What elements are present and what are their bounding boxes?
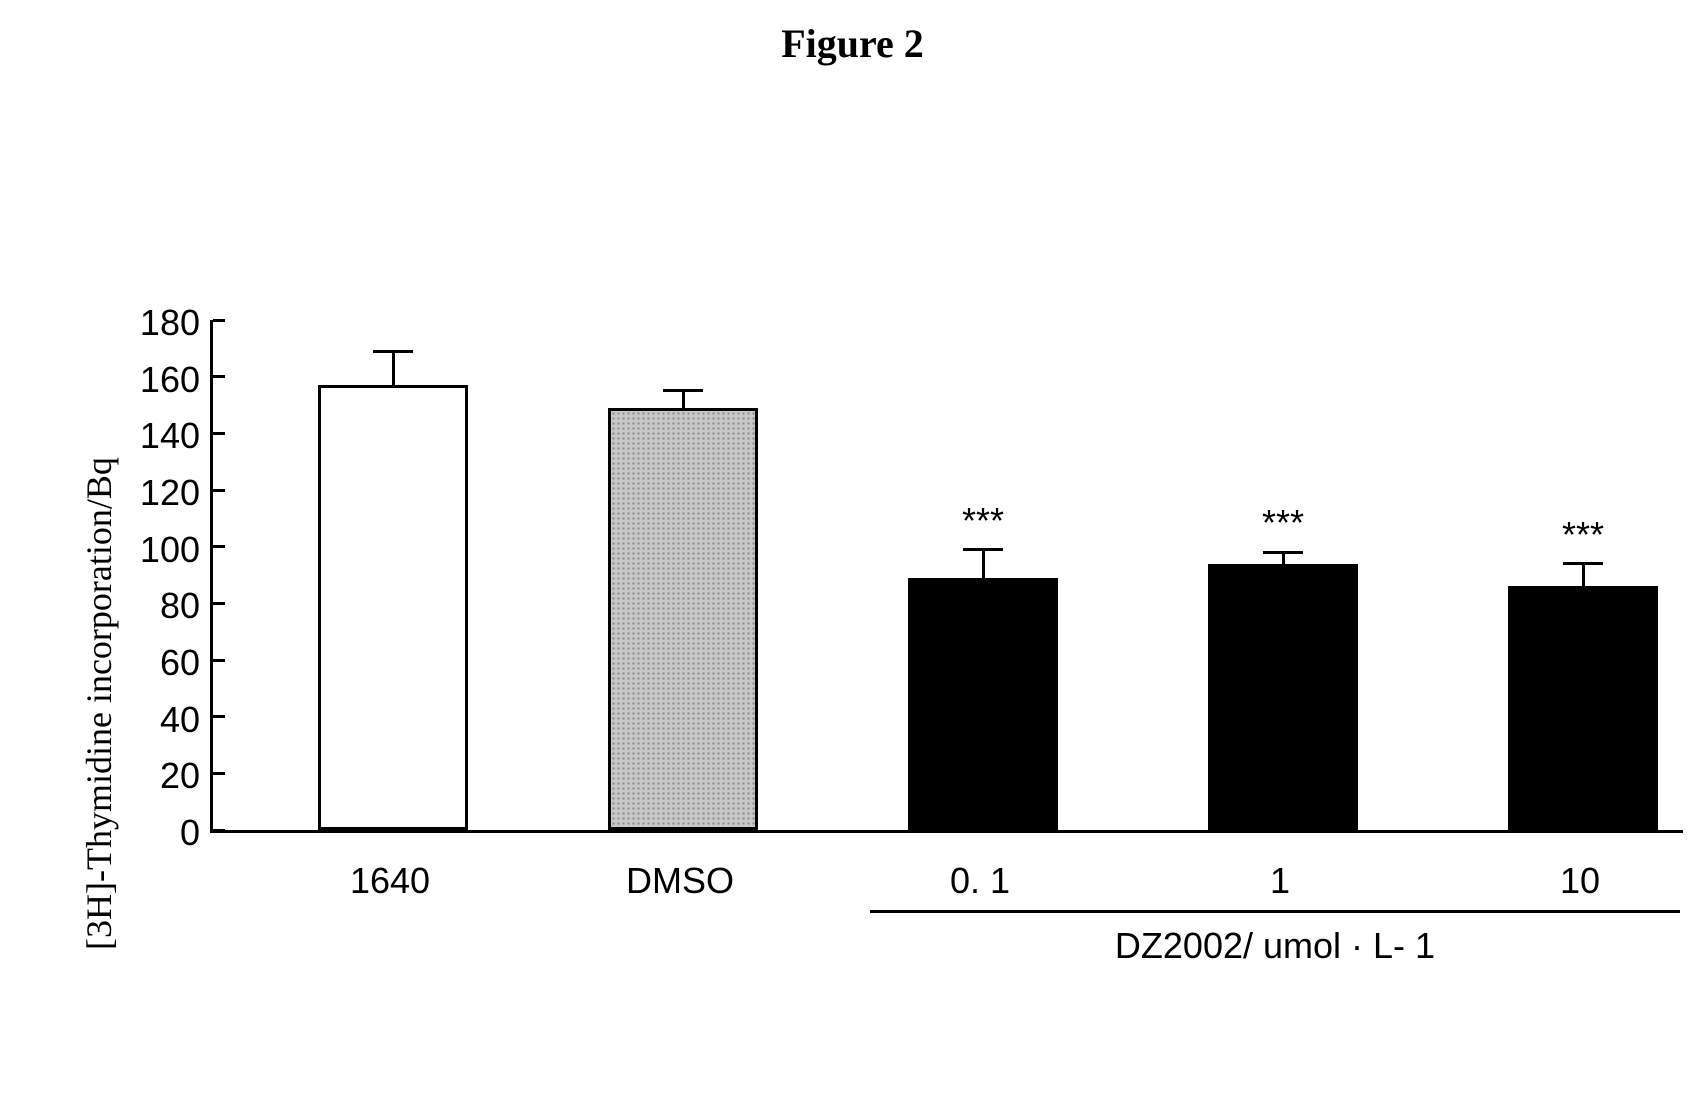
- significance-marker: ***: [1523, 514, 1643, 556]
- y-tick-mark: [213, 602, 225, 605]
- y-tick-label: 160: [80, 359, 200, 401]
- x-tick-label: 0. 1: [880, 860, 1080, 902]
- y-tick-mark: [213, 489, 225, 492]
- significance-marker: ***: [1223, 502, 1343, 544]
- y-tick-label: 20: [80, 755, 200, 797]
- error-bar-stem: [982, 550, 985, 578]
- y-tick-mark: [213, 715, 225, 718]
- y-tick-label: 100: [80, 529, 200, 571]
- x-tick-label: DMSO: [580, 860, 780, 902]
- y-tick-mark: [213, 829, 225, 832]
- y-tick-label: 140: [80, 415, 200, 457]
- y-tick-mark: [213, 375, 225, 378]
- y-tick-mark: [213, 319, 225, 322]
- group-label: DZ2002/ umol · L- 1: [870, 925, 1680, 967]
- bar: [1508, 586, 1658, 830]
- significance-marker: ***: [923, 500, 1043, 542]
- bar: [908, 578, 1058, 830]
- bar: [1208, 564, 1358, 830]
- error-bar-cap: [373, 350, 413, 353]
- y-tick-mark: [213, 772, 225, 775]
- page: Figure 2 [3H]-Thymidine incorporation/Bq…: [0, 0, 1705, 1104]
- y-tick-label: 40: [80, 699, 200, 741]
- error-bar-cap: [963, 548, 1003, 551]
- error-bar-stem: [392, 351, 395, 385]
- bar: [608, 408, 758, 830]
- y-tick-label: 120: [80, 472, 200, 514]
- y-tick-mark: [213, 545, 225, 548]
- error-bar-cap: [1563, 562, 1603, 565]
- error-bar-stem: [682, 391, 685, 408]
- group-underline: [870, 910, 1680, 913]
- y-tick-label: 60: [80, 642, 200, 684]
- y-tick-mark: [213, 432, 225, 435]
- error-bar-cap: [663, 389, 703, 392]
- error-bar-cap: [1263, 551, 1303, 554]
- error-bar-stem: [1282, 552, 1285, 563]
- x-tick-label: 10: [1480, 860, 1680, 902]
- y-tick-mark: [213, 659, 225, 662]
- figure-title: Figure 2: [0, 20, 1705, 67]
- error-bar-stem: [1582, 564, 1585, 587]
- y-tick-label: 80: [80, 585, 200, 627]
- bar: [318, 385, 468, 830]
- x-tick-label: 1640: [290, 860, 490, 902]
- plot-area: *** *** ***: [210, 320, 1683, 833]
- x-tick-label: 1: [1180, 860, 1380, 902]
- y-tick-label: 0: [80, 812, 200, 854]
- y-tick-label: 180: [80, 302, 200, 344]
